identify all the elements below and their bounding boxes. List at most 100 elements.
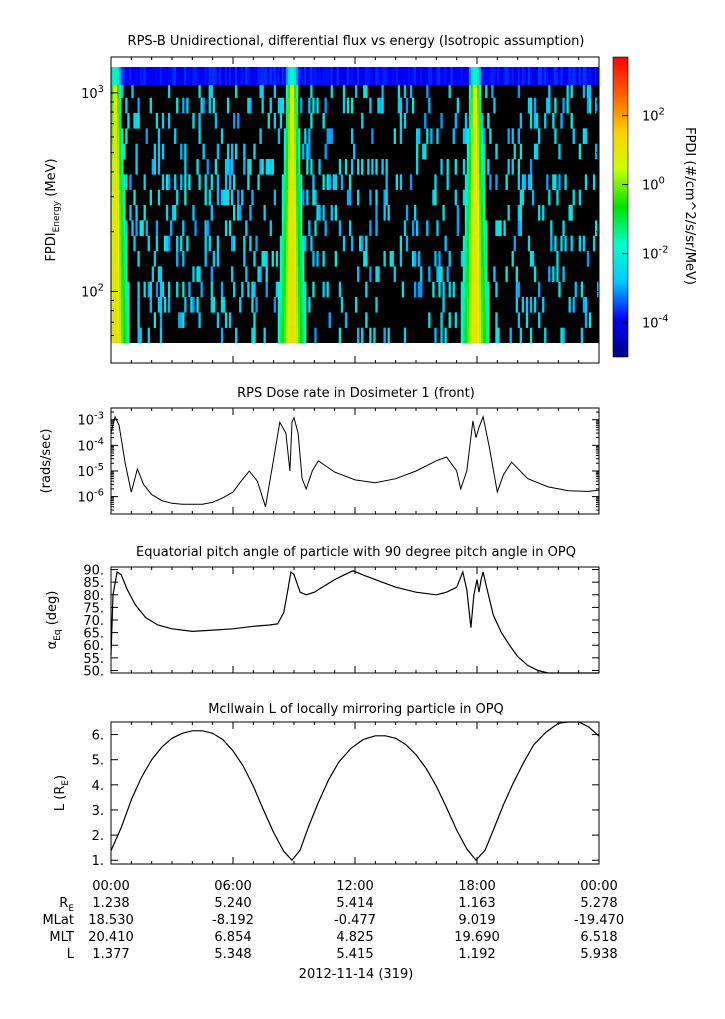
spectrogram-cell [296,220,299,236]
spectrogram-cell-top [564,67,567,85]
spectrogram-cell [474,220,478,236]
spectrogram-cell [204,220,207,236]
spectrogram-cell [436,128,439,144]
spectrogram-cell-top [450,67,453,85]
dose-ylabel: (rads/sec) [39,429,54,494]
spectrogram-cell [125,97,128,114]
spectrogram-cell [121,327,124,344]
spectrogram-cell [529,97,533,114]
spectrogram-cell [578,235,581,252]
spectrogram-cell [302,266,305,282]
spectrogram-cell [127,113,130,129]
spectrogram-cell [436,220,439,236]
spectrogram-cell [111,128,114,144]
spectrogram-cell [548,189,551,206]
spectrogram-cell [507,205,510,221]
spectrogram-cell [294,327,297,344]
spectrogram-cell [281,97,285,114]
spectrogram-cell-top [468,67,472,85]
spectrogram-cell [550,220,553,236]
spectrogram-cell [391,251,394,267]
spectrogram-cell [387,205,390,221]
spectrogram-cell-top [485,67,488,85]
spectrogram-cell [416,128,419,144]
spectrogram-cell [139,220,142,236]
spectrogram-cell-top [483,67,486,85]
spectrogram-cell [296,143,299,160]
spectrogram-cell [365,312,368,328]
spectrogram-cell-top [200,67,203,85]
spectrogram-cell [544,327,547,344]
spectrogram-cell [283,235,287,252]
spectrogram-cell [119,220,122,236]
spectrogram-cell [196,159,199,175]
spectrogram-cell [310,82,313,98]
spectrogram-cell [287,113,291,129]
spectrogram-cell [214,113,218,129]
spectrogram-cell [300,297,303,313]
spectrogram-cell [285,297,289,313]
spectrogram-cell [119,205,122,221]
spectrogram-cell-top [527,67,531,85]
spectrogram-cell [470,235,474,252]
spectrogram-cell [113,266,116,282]
spectrogram-cell [493,266,496,282]
spectrogram-cell [448,251,451,267]
spectrogram-cell-top [253,67,256,85]
spectrogram-cell [527,97,531,114]
spectrogram-cell [127,297,130,313]
spectrogram-cell-top [576,67,579,85]
spectrogram-cell [294,312,297,328]
spectrogram-cell [570,82,573,98]
spectrogram-cell [200,281,203,298]
spectrogram-cell-top [125,67,128,85]
spectrogram-cell [316,97,319,114]
spectrogram-cell [233,113,236,129]
spectrogram-cell [464,189,468,206]
spectrogram-cell-top [416,67,419,85]
spectrogram-cell-top [218,67,222,85]
spectrogram-cell-top [574,67,577,85]
spectrogram-cell [334,174,337,190]
spectrogram-cell-top [273,67,276,85]
spectrogram-cell-top [298,67,301,85]
spectrogram-cell [355,297,358,313]
spectrogram-cell [346,97,350,114]
spectrogram-cell [119,266,122,282]
spectrogram-cell [375,159,378,175]
spectrogram-cell [249,235,252,252]
spectrogram-cell [485,312,488,328]
spectrogram-cell [338,220,342,236]
spectrogram-cell [159,297,163,313]
spectrogram-cell-top [336,67,340,85]
spectrogram-cell [123,297,126,313]
spectrogram-cell [552,266,555,282]
spectrogram-cell [304,281,307,298]
spectrogram-cell [277,128,281,144]
spectrogram-cell [466,297,470,313]
spectrogram-cell [487,297,490,313]
spectrogram-cell [275,251,279,267]
panel-flux-spectrogram: RPS-B Unidirectional, differential flux … [44,34,697,364]
spectrogram-cell [235,82,238,98]
spectrogram-cell [241,281,244,298]
spectrogram-cell [328,128,331,144]
spectrogram-cell-top [208,67,211,85]
spectrogram-cell [153,159,157,175]
spectrogram-cell [300,189,303,206]
spectrogram-cell-top [523,67,527,85]
spectrogram-cell [167,82,171,98]
spectrogram-cell-top [515,67,518,85]
spectrogram-cell [377,266,380,282]
spectrogram-cell [296,205,299,221]
spectrogram-cell [283,189,287,206]
spectrogram-cell [385,174,388,190]
spectrogram-cell [111,266,114,282]
spectrogram-cell [247,281,250,298]
spectrogram-cell [470,128,474,144]
spectrogram-cell [294,143,297,160]
spectrogram-cell-top [155,67,159,85]
spectrogram-cell [474,97,478,114]
spectrogram-cell [192,205,195,221]
ephemeris-value: 5.414 [336,896,373,911]
